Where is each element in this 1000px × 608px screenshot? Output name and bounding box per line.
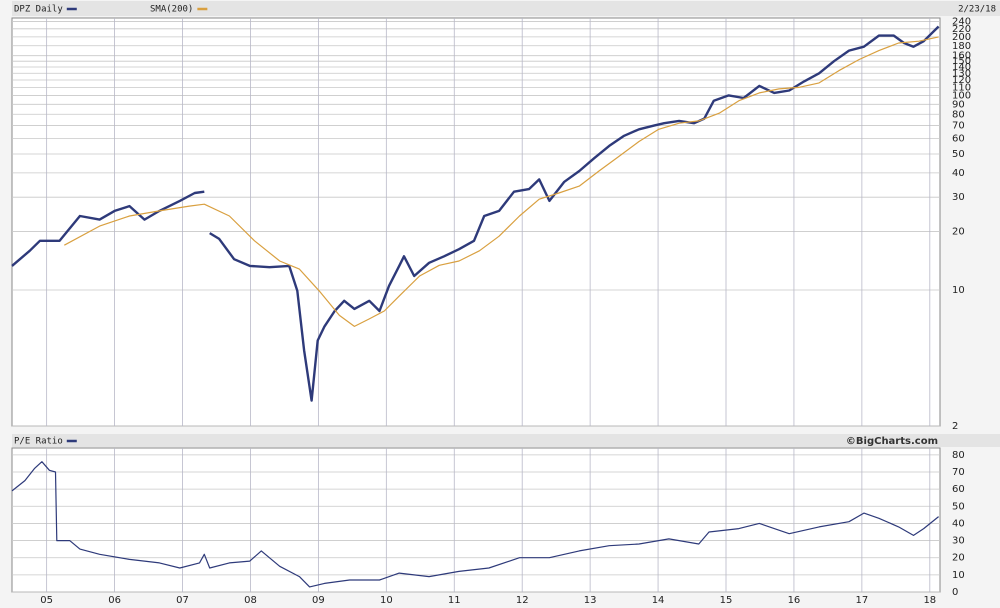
y-tick-label: 50: [952, 501, 965, 512]
y-tick-label: 80: [952, 109, 965, 120]
series-line: [64, 36, 939, 327]
y-tick-label: 30: [952, 192, 965, 203]
x-tick-label: 18: [923, 595, 936, 606]
y-tick-label: 70: [952, 121, 965, 132]
y-tick-label: 40: [952, 168, 965, 179]
y-tick-label: 100: [952, 90, 971, 101]
x-tick-label: 10: [380, 595, 393, 606]
y-tick-label: 110: [952, 82, 971, 93]
y-tick-label: 40: [952, 518, 965, 529]
date-label: 2/23/18: [958, 5, 996, 15]
x-tick-label: 08: [244, 595, 257, 606]
y-tick-label: 150: [952, 56, 971, 67]
y-tick-label: 140: [952, 62, 971, 73]
y-tick-label: 120: [952, 75, 971, 86]
legend-label: P/E Ratio: [14, 437, 63, 447]
y-tick-label: 0: [952, 587, 958, 598]
x-tick-label: 15: [720, 595, 733, 606]
legend-label: DPZ Daily: [14, 5, 63, 15]
legend-bar: [12, 434, 1000, 447]
x-tick-label: 11: [448, 595, 461, 606]
x-tick-label: 17: [856, 595, 869, 606]
y-tick-label: 240: [952, 16, 971, 27]
y-tick-label: 90: [952, 99, 965, 110]
y-tick-label: 20: [952, 553, 965, 564]
y-tick-label: 70: [952, 467, 965, 478]
y-tick-label: 160: [952, 51, 971, 62]
legend-bar: [12, 1, 1000, 16]
y-tick-label: 80: [952, 450, 965, 461]
y-tick-label: 50: [952, 149, 965, 160]
series-line: [11, 461, 939, 588]
x-tick-label: 13: [584, 595, 597, 606]
y-tick-label: 200: [952, 32, 971, 43]
watermark: ©BigCharts.com: [846, 436, 938, 447]
y-tick-label: 220: [952, 24, 971, 35]
y-tick-label: 2: [952, 421, 958, 432]
y-tick-label: 130: [952, 68, 971, 79]
y-tick-label: 20: [952, 226, 965, 237]
x-tick-label: 05: [40, 595, 53, 606]
series-line: [11, 25, 940, 402]
y-tick-label: 10: [952, 285, 965, 296]
x-tick-label: 16: [788, 595, 801, 606]
x-tick-label: 09: [312, 595, 325, 606]
x-tick-label: 14: [652, 595, 665, 606]
y-tick-label: 60: [952, 134, 965, 145]
legend-label: SMA(200): [150, 5, 193, 15]
y-tick-label: 180: [952, 41, 971, 52]
pe-plot: [11, 447, 941, 593]
price-plot: [11, 17, 941, 427]
x-tick-label: 07: [176, 595, 189, 606]
y-tick-label: 10: [952, 570, 965, 581]
x-tick-label: 06: [108, 595, 121, 606]
y-tick-label: 60: [952, 484, 965, 495]
x-tick-label: 12: [516, 595, 529, 606]
y-tick-label: 30: [952, 536, 965, 547]
